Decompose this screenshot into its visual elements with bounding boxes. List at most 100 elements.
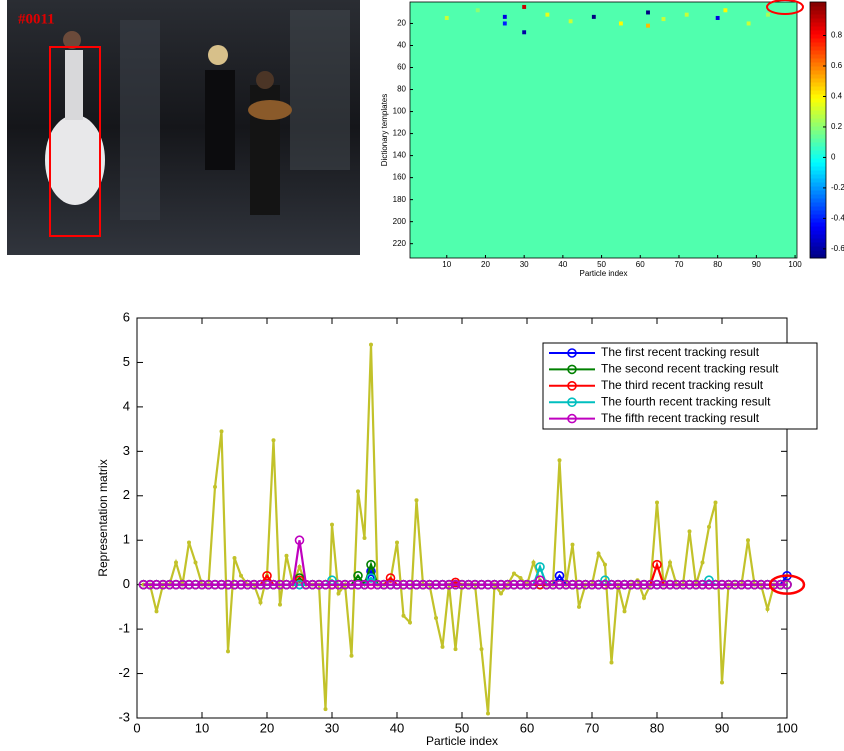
x-tick-label: 100: [788, 260, 802, 269]
x-tick-label: 80: [650, 720, 664, 735]
series-marker: [454, 647, 458, 651]
series-marker: [480, 647, 484, 651]
series-marker: [259, 600, 263, 604]
heatmap-cell: [522, 5, 526, 9]
series-marker: [720, 680, 724, 684]
colorbar-step: [810, 222, 826, 227]
series-marker: [434, 616, 438, 620]
legend-label: The fifth recent tracking result: [601, 411, 760, 425]
heatmap-cell: [747, 21, 751, 25]
series-marker: [603, 563, 607, 567]
x-tick-label: 90: [715, 720, 729, 735]
colorbar-step: [810, 198, 826, 203]
series-marker: [369, 343, 373, 347]
colorbar-step: [810, 194, 826, 199]
photo: #0011: [7, 0, 360, 255]
colorbar-step: [810, 238, 826, 243]
y-axis-label: Dictionary templates: [380, 94, 389, 166]
heatmap-background: [410, 2, 797, 258]
colorbar-tick-label: 0.2: [831, 122, 843, 131]
colorbar-tick-label: 0.4: [831, 92, 843, 101]
heatmap-cell: [569, 19, 573, 23]
heatmap-cell: [503, 21, 507, 25]
colorbar-step: [810, 234, 826, 239]
colorbar-step: [810, 250, 826, 255]
series-marker: [655, 500, 659, 504]
colorbar-step: [810, 82, 826, 87]
colorbar-step: [810, 210, 826, 215]
x-tick-label: 30: [325, 720, 339, 735]
x-tick-label: 90: [752, 260, 761, 269]
colorbar-step: [810, 134, 826, 139]
series-marker: [688, 529, 692, 533]
series-marker: [226, 649, 230, 653]
colorbar-step: [810, 230, 826, 235]
legend-label: The second recent tracking result: [601, 362, 779, 376]
colorbar-step: [810, 158, 826, 163]
heatmap-cell: [723, 8, 727, 12]
heatmap-cell: [445, 16, 449, 20]
x-tick-label: 20: [260, 720, 274, 735]
colorbar-step: [810, 142, 826, 147]
colorbar-step: [810, 102, 826, 107]
colorbar-step: [810, 166, 826, 171]
colorbar-step: [810, 114, 826, 119]
series-marker: [194, 560, 198, 564]
colorbar-step: [810, 74, 826, 79]
colorbar-step: [810, 22, 826, 27]
heatmap-cell: [766, 13, 770, 17]
heatmap-cell: [646, 10, 650, 14]
colorbar-step: [810, 42, 826, 47]
series-marker: [714, 500, 718, 504]
series-marker: [330, 523, 334, 527]
heatmap-cell: [476, 8, 480, 12]
y-tick-label: 100: [393, 107, 407, 116]
series-marker: [499, 592, 503, 596]
colorbar-step: [810, 6, 826, 11]
x-tick-label: 50: [597, 260, 606, 269]
series-marker: [532, 560, 536, 564]
series-marker: [577, 605, 581, 609]
heatmap-cell: [503, 15, 507, 19]
x-axis-label: Particle index: [426, 734, 498, 748]
series-marker: [285, 554, 289, 558]
series-marker: [408, 620, 412, 624]
x-tick-label: 60: [520, 720, 534, 735]
colorbar-step: [810, 86, 826, 91]
series-marker: [610, 660, 614, 664]
y-tick-label: 180: [393, 195, 407, 204]
legend-label: The third recent tracking result: [601, 378, 764, 392]
series-marker: [486, 712, 490, 716]
series-marker: [402, 614, 406, 618]
legend-label: The fourth recent tracking result: [601, 394, 771, 408]
series-marker: [395, 540, 399, 544]
colorbar-step: [810, 162, 826, 167]
colorbar-tick-label: -0.4: [831, 213, 844, 222]
y-axis-label: Representation matrix: [96, 459, 110, 576]
series-marker: [701, 560, 705, 564]
y-tick-label: -3: [118, 709, 130, 724]
x-tick-label: 40: [558, 260, 567, 269]
series-marker: [519, 576, 523, 580]
frame-label: #0011: [18, 11, 55, 27]
y-tick-label: 140: [393, 151, 407, 160]
series-marker: [298, 565, 302, 569]
series-marker: [272, 438, 276, 442]
colorbar-tick-label: 0.8: [831, 31, 843, 40]
colorbar-step: [810, 2, 826, 7]
series-marker: [441, 645, 445, 649]
y-tick-label: -2: [118, 665, 130, 680]
series-marker: [707, 525, 711, 529]
x-axis-label: Particle index: [579, 269, 627, 278]
heatmap-cell: [545, 13, 549, 17]
heatmap-cell: [592, 15, 596, 19]
x-tick-label: 10: [442, 260, 451, 269]
x-tick-label: 70: [585, 720, 599, 735]
y-tick-label: 4: [123, 398, 130, 413]
colorbar-step: [810, 30, 826, 35]
colorbar-step: [810, 206, 826, 211]
series-marker: [337, 592, 341, 596]
x-tick-label: 0: [133, 720, 140, 735]
series-marker: [350, 654, 354, 658]
y-tick-label: 220: [393, 239, 407, 248]
